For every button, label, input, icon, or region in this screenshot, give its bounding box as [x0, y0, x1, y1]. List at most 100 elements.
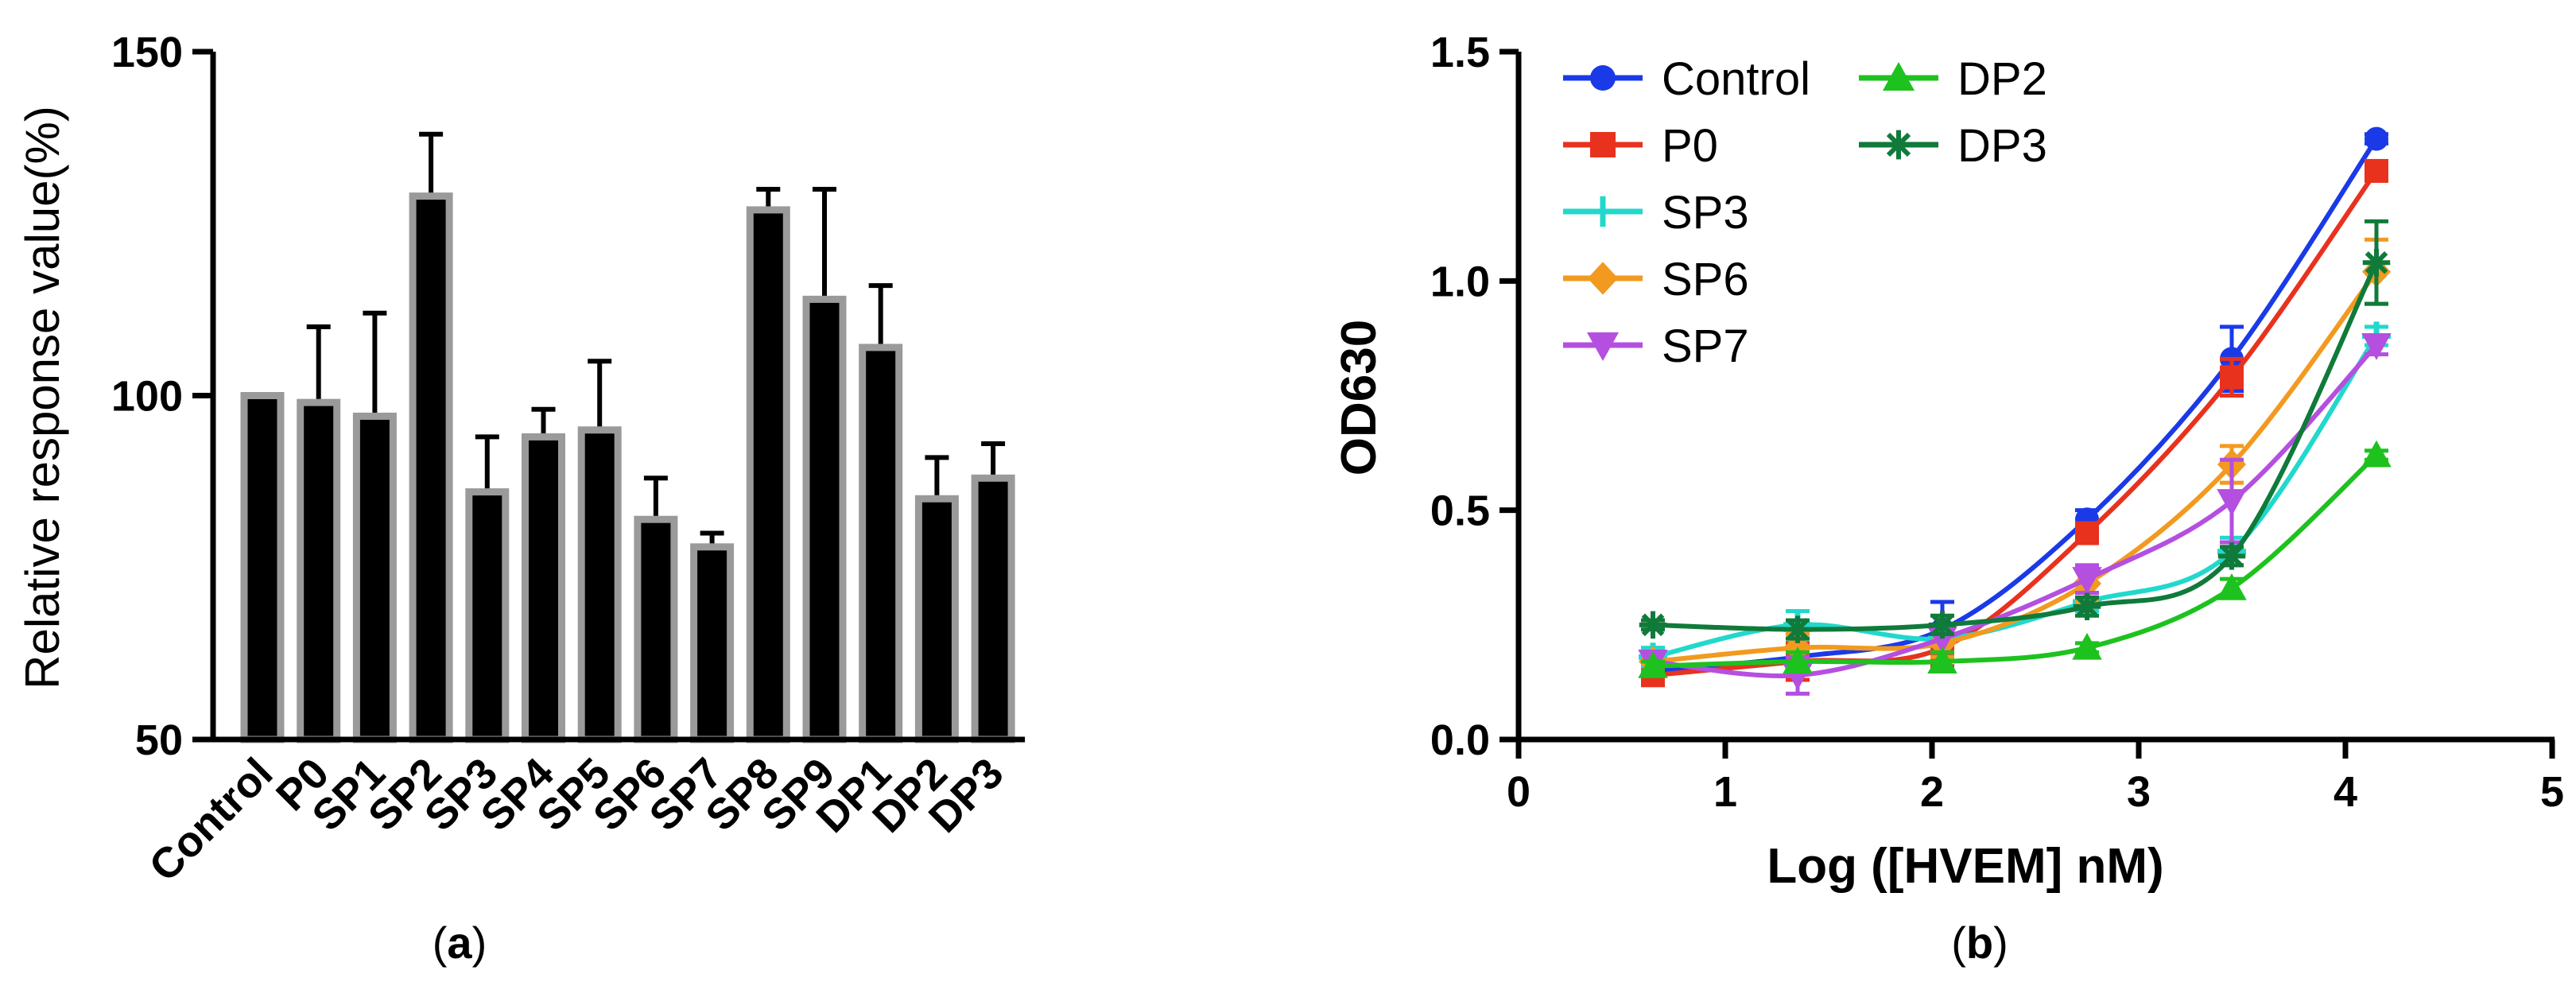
asterisk-marker-stroke [1786, 618, 1810, 641]
asterisk-marker [1639, 611, 1667, 639]
legend-label: SP3 [1662, 187, 1749, 239]
bar [240, 392, 285, 743]
line-chart-y-ticks: 0.0 0.5 1.0 1.5 [1430, 29, 1519, 764]
legend-label: DP3 [1957, 120, 2047, 172]
asterisk-marker [2362, 249, 2391, 277]
asterisk-marker-stroke [2220, 545, 2244, 568]
line-series-group [1638, 126, 2392, 696]
legend-label: DP2 [1957, 53, 2047, 105]
triangle-down-marker-shape [1587, 332, 1619, 361]
asterisk-marker-stroke [1641, 613, 1665, 637]
y-tick-label: 1.5 [1430, 29, 1490, 76]
legend-item-sp6: SP6 [1563, 254, 1749, 305]
asterisk-marker [2073, 592, 2101, 621]
triangle-down-marker-shape [2361, 333, 2392, 360]
x-tick-label: 5 [2540, 768, 2564, 816]
legend-item-sp7: SP7 [1563, 320, 1749, 372]
legend-item-p0: P0 [1563, 120, 1718, 172]
square-marker [2075, 521, 2099, 545]
line-chart-x-ticks: 0 1 2 3 4 5 [1507, 740, 2564, 816]
bar [634, 515, 678, 743]
square-marker-shape [1590, 132, 1616, 157]
legend-label: P0 [1662, 120, 1718, 172]
bar [409, 192, 453, 743]
asterisk-marker [1884, 130, 1914, 160]
asterisk-marker [1928, 611, 1957, 639]
triangle-up-marker-shape [2072, 632, 2102, 660]
asterisk-marker-stroke [2365, 250, 2388, 274]
triangle-up-marker [1638, 650, 1668, 678]
bar-chart-panel: 50 100 150 ControlP0SP1SP2SP3SP4SP5SP6SP7S… [16, 29, 1026, 968]
series-curve [1652, 261, 2379, 632]
diamond-marker-shape [1587, 262, 1619, 295]
legend-item-dp3: DP3 [1859, 120, 2047, 172]
triangle-down-marker [2217, 489, 2247, 516]
triangle-up-marker [1927, 646, 1957, 674]
square-marker-shape [2220, 365, 2244, 390]
bar [465, 488, 510, 743]
circle-marker [1590, 65, 1616, 91]
square-marker [2365, 158, 2388, 183]
legend-item-control: Control [1563, 53, 1810, 105]
x-tick-label: 2 [1920, 768, 1944, 816]
triangle-up-marker-shape [1927, 646, 1957, 674]
line-chart-x-axis-title: Log ([HVEM] nM) [1767, 839, 2163, 894]
square-marker [1590, 132, 1616, 157]
asterisk-marker [1783, 615, 1812, 643]
bar-chart-y-axis-title: Relative response value(%) [16, 106, 69, 689]
asterisk-marker-stroke [1886, 132, 1911, 157]
y-tick-label: 0.0 [1430, 716, 1490, 764]
triangle-up-marker [2217, 573, 2247, 600]
asterisk-marker-stroke [1930, 613, 1954, 637]
bar [859, 344, 903, 743]
x-category-label: Control [140, 749, 281, 891]
y-tick-label: 1.0 [1430, 258, 1490, 305]
y-tick-label: 50 [135, 716, 183, 764]
square-marker [2220, 365, 2244, 390]
panel-letter-b: b [1966, 918, 1993, 968]
series-p0 [1641, 158, 2388, 688]
legend-label: Control [1662, 53, 1810, 105]
bar [971, 474, 1015, 743]
bar-chart-category-labels: ControlP0SP1SP2SP3SP4SP5SP6SP7SP8SP9DP1D… [140, 749, 1012, 891]
circle-marker-shape [1590, 65, 1616, 91]
panel-label-a: (a) [433, 918, 487, 968]
chart-legend: Control P0 SP3 SP6 SP7 DP2 DP3 [1563, 53, 2047, 372]
line-chart-axes [1515, 52, 2555, 743]
asterisk-marker-stroke [2075, 595, 2099, 619]
line-chart-y-axis-title: OD630 [1332, 320, 1387, 476]
triangle-up-marker [2072, 632, 2102, 660]
series-curve [1652, 344, 2379, 678]
x-tick-label: 0 [1507, 768, 1530, 816]
diamond-marker [1587, 262, 1619, 295]
bar [802, 295, 847, 743]
bar [690, 543, 735, 743]
triangle-down-marker-shape [2217, 489, 2247, 516]
triangle-down-marker [2072, 567, 2102, 594]
line-chart-panel: 0 1 2 3 4 5 0.0 0.5 1.0 1.5 Control P0 SP3 SP6 SP7 DP… [1332, 29, 2564, 968]
bar [914, 495, 959, 743]
bar-series [240, 131, 1015, 743]
bar [352, 412, 397, 743]
legend-item-sp3: SP3 [1563, 187, 1749, 239]
legend-item-dp2: DP2 [1859, 53, 2047, 105]
triangle-down-marker [2361, 333, 2392, 360]
bar [297, 398, 341, 743]
bar [746, 206, 790, 743]
triangle-up-marker-shape [1638, 650, 1668, 678]
bar [577, 426, 622, 743]
square-marker-shape [2075, 521, 2099, 545]
y-tick-label: 0.5 [1430, 487, 1490, 535]
triangle-up-marker [2361, 440, 2392, 468]
bar-chart-y-ticks: 50 100 150 [111, 29, 213, 764]
y-tick-label: 150 [111, 29, 183, 76]
circle-marker [2365, 126, 2388, 151]
circle-marker-shape [2365, 126, 2388, 151]
triangle-up-marker [1783, 646, 1813, 674]
series-dp2 [1638, 440, 2392, 678]
panel-letter-a: a [447, 918, 472, 968]
x-tick-label: 3 [2127, 768, 2151, 816]
y-tick-label: 100 [111, 373, 183, 421]
triangle-up-marker-shape [2361, 440, 2392, 468]
